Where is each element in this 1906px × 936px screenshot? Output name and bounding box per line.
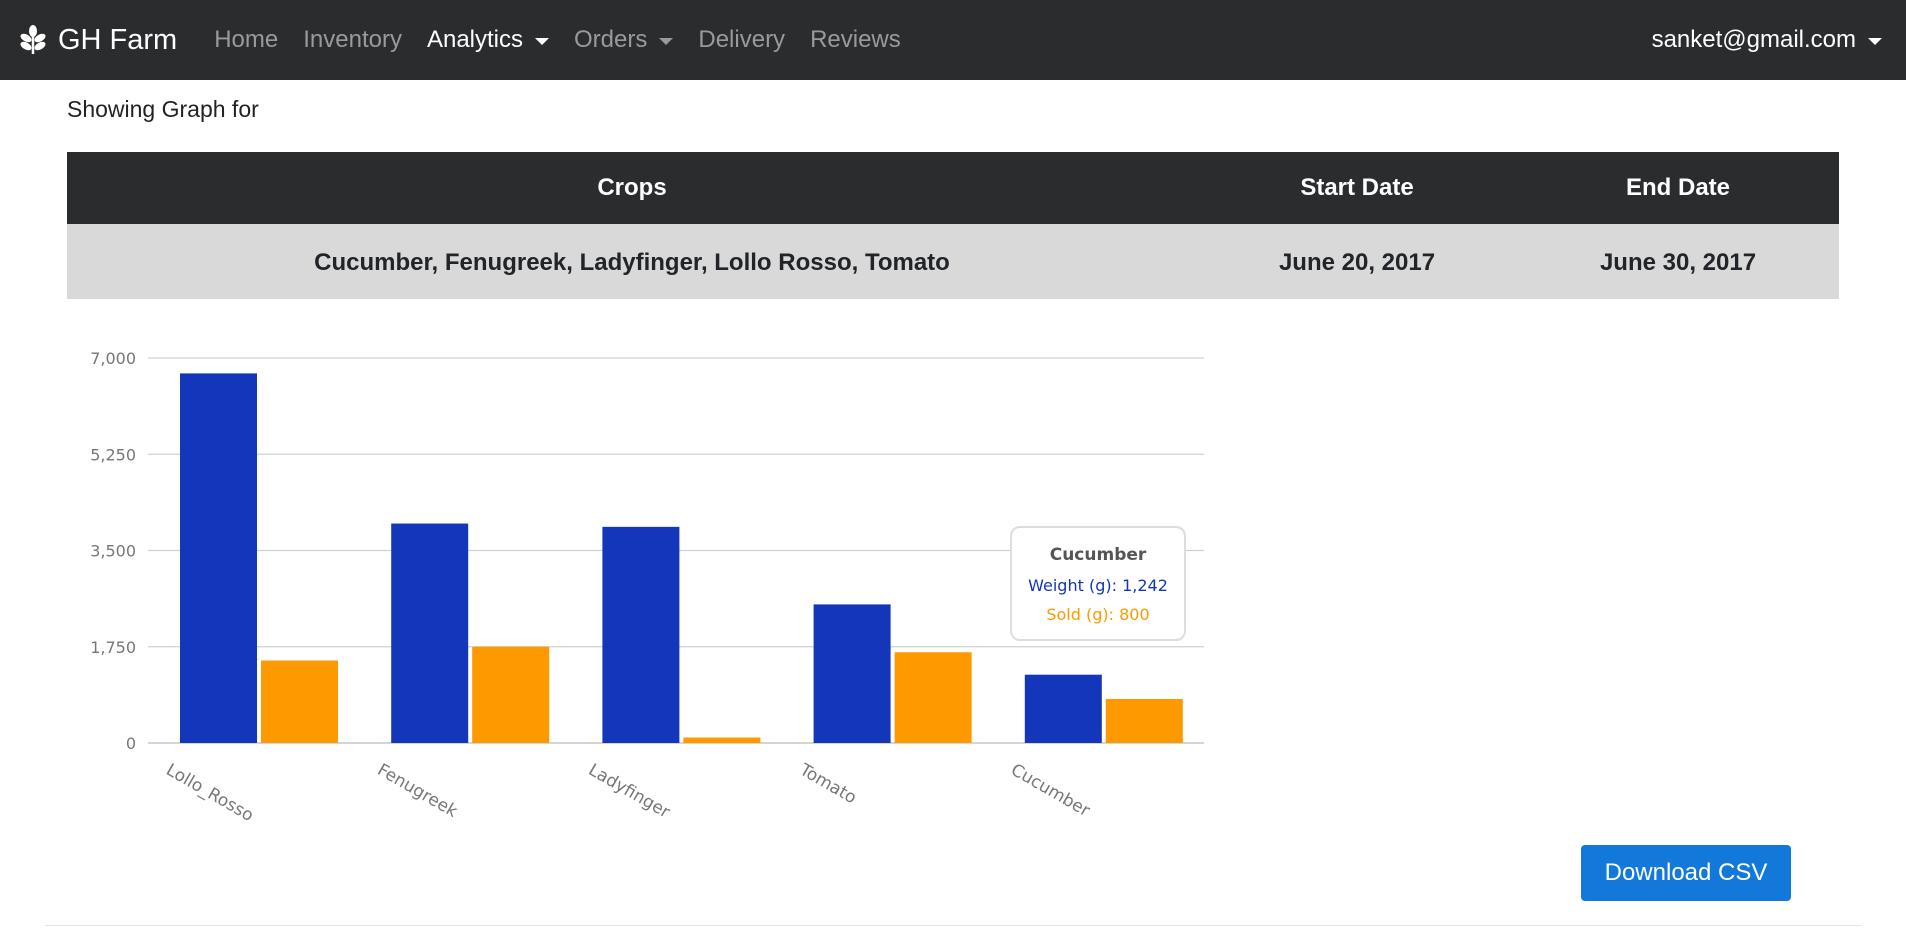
nav-inventory[interactable]: Inventory (303, 26, 402, 53)
y-tick-label: 0 (126, 734, 136, 753)
table-row: Cucumber, Fenugreek, Ladyfinger, Lollo R… (67, 225, 1839, 299)
header-start-date: Start Date (1197, 152, 1517, 227)
tooltip-sold: Sold (g): 800 (1046, 605, 1149, 624)
x-tick-label: Tomato (795, 760, 860, 809)
bar-weight[interactable] (391, 523, 469, 743)
bar-sold[interactable] (894, 652, 972, 743)
nav-orders-dropdown[interactable]: Orders (574, 26, 674, 54)
bar-weight[interactable] (180, 373, 257, 743)
leaf-icon (20, 25, 46, 54)
caret-down-icon (659, 38, 674, 45)
user-menu-dropdown[interactable]: sanket@gmail.com (1652, 0, 1882, 80)
nav-reviews[interactable]: Reviews (810, 26, 901, 53)
chart-x-labels: Lollo_Rosso Fenugreek Ladyfinger Tomato Cucu… (163, 760, 1094, 827)
nav-delivery[interactable]: Delivery (698, 26, 786, 53)
header-end-date: End Date (1517, 152, 1839, 227)
crop-summary-table: Crops Start Date End Date Cucumber, Fenu… (67, 152, 1839, 299)
tooltip-weight: Weight (g): 1,242 (1028, 576, 1168, 595)
bar-sold[interactable] (1105, 699, 1183, 743)
showing-graph-label: Showing Graph for (67, 96, 259, 122)
bar-sold[interactable] (472, 646, 550, 743)
x-tick-label: Ladyfinger (585, 760, 673, 823)
x-tick-label: Fenugreek (374, 760, 461, 822)
cell-crops: Cucumber, Fenugreek, Ladyfinger, Lollo R… (67, 225, 1197, 299)
nav-orders-label: Orders (574, 26, 648, 53)
brand-link[interactable]: GH Farm (20, 24, 177, 57)
y-tick-label: 7,000 (90, 349, 136, 368)
y-tick-label: 1,750 (90, 638, 136, 657)
bar-weight[interactable] (813, 604, 891, 743)
bar-sold[interactable] (261, 660, 338, 744)
header-crops: Crops (67, 152, 1197, 227)
bar-weight[interactable] (602, 526, 680, 743)
cell-end-date: June 30, 2017 (1517, 225, 1839, 299)
nav-home[interactable]: Home (214, 26, 279, 53)
caret-down-icon (535, 38, 550, 45)
brand-name: GH Farm (58, 23, 178, 56)
bar-weight[interactable] (1024, 674, 1102, 743)
x-tick-label: Cucumber (1007, 760, 1093, 821)
nav-links: Home Inventory Analytics Orders Delivery… (214, 26, 926, 54)
y-tick-label: 5,250 (90, 445, 136, 464)
nav-analytics-label: Analytics (426, 26, 524, 53)
tooltip-box (1010, 526, 1186, 641)
download-csv-button[interactable]: Download CSV (1581, 845, 1791, 901)
caret-down-icon (1868, 38, 1882, 45)
bottom-divider (45, 925, 1861, 926)
table-header-row: Crops Start Date End Date (67, 152, 1839, 227)
chart-bars (180, 373, 1183, 743)
x-tick-label: Lollo_Rosso (163, 760, 257, 826)
chart-tooltip: Cucumber Weight (g): 1,242 Sold (g): 800 (1010, 526, 1186, 641)
cell-start-date: June 20, 2017 (1197, 225, 1517, 299)
crop-bar-chart[interactable]: 0 1,750 3,500 5,250 7,000 Lollo_Rosso Fenugre… (0, 330, 1220, 840)
user-email: sanket@gmail.com (1651, 26, 1856, 53)
y-tick-label: 3,500 (90, 542, 136, 561)
bar-sold[interactable] (683, 737, 761, 744)
top-navbar: GH Farm Home Inventory Analytics Orders … (0, 0, 1906, 80)
tooltip-title: Cucumber (1050, 545, 1147, 565)
nav-analytics-dropdown[interactable]: Analytics (426, 26, 550, 54)
